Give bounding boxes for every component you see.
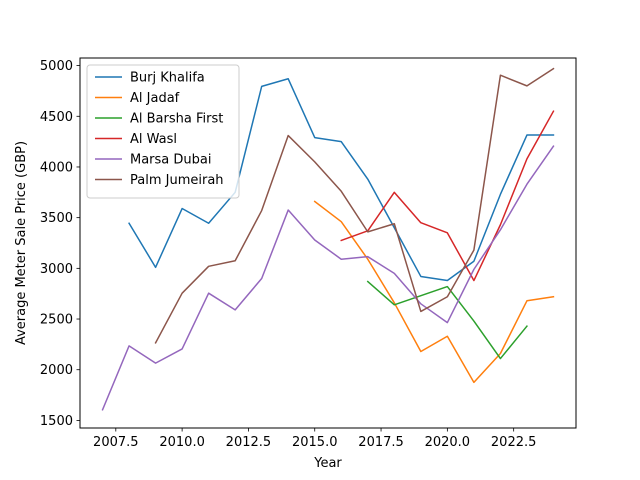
series-line <box>313 200 555 384</box>
y-tick-label: 3500 <box>40 211 73 226</box>
y-tick-label: 4000 <box>40 160 73 175</box>
plot-frame <box>79 57 577 429</box>
x-tick-label: 2017.5 <box>358 435 404 450</box>
y-tick-label: 2500 <box>40 313 73 328</box>
y-tick-label: 1500 <box>40 414 73 429</box>
x-axis-label: Year <box>313 456 342 471</box>
x-tick-label: 2010.0 <box>159 435 205 450</box>
y-axis: 1500 2000 2500 3000 3500 4000 4500 5000 <box>40 59 80 429</box>
series-line <box>154 67 555 344</box>
y-axis-label: Average Meter Sale Price (GBP) <box>14 141 29 345</box>
legend-label: Burj Khalifa <box>130 71 205 86</box>
series-line <box>101 145 555 411</box>
series-line <box>128 78 555 282</box>
legend: Burj Khalifa Al Jadaf Al Barsha First Al Wa… <box>86 64 240 199</box>
x-tick-label: 2007.5 <box>93 435 139 450</box>
legend-label: Palm Jumeirah <box>130 173 224 188</box>
x-tick-label: 2022.5 <box>491 435 537 450</box>
legend-label: Marsa Dubai <box>130 153 211 168</box>
legend-label: Al Barsha First <box>130 112 223 127</box>
legend-label: Al Jadaf <box>130 91 180 106</box>
x-tick-label: 2020.0 <box>425 435 471 450</box>
y-tick-label: 2000 <box>40 363 73 378</box>
plot-area <box>101 67 555 411</box>
x-tick-label: 2012.5 <box>226 435 272 450</box>
y-tick-label: 5000 <box>40 59 73 74</box>
legend-box <box>86 64 240 199</box>
y-tick-label: 3000 <box>40 262 73 277</box>
x-axis: 2007.5 2010.0 2012.5 2015.0 2017.5 2020.0 2022… <box>93 428 536 450</box>
x-tick-label: 2015.0 <box>292 435 338 450</box>
series-line <box>340 110 555 282</box>
series-line <box>366 280 528 360</box>
y-tick-label: 4500 <box>40 110 73 125</box>
legend-label: Al Wasl <box>130 132 177 147</box>
